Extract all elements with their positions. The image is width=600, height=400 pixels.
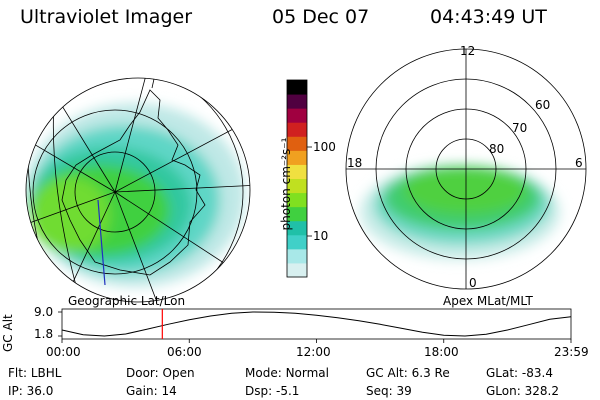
seq-label: Seq: (366, 384, 393, 398)
glat-label: GLat: (486, 366, 519, 380)
colorbar-unit-label: photon cm⁻²s⁻¹ (279, 137, 293, 231)
mode-label: Mode: (245, 366, 282, 380)
colorbar-segment (287, 150, 307, 165)
x-tick-label-0600: 06:00 (167, 345, 202, 359)
colorbar-segment (287, 220, 307, 236)
altitude-series-line (61, 311, 572, 337)
gain-label: Gain: (126, 384, 158, 398)
colorbar-gradient (287, 80, 307, 278)
colorbar-segment (287, 234, 307, 250)
colorbar-segment (287, 164, 307, 179)
y-tick-label-1-8: 1.8 (34, 327, 54, 341)
colorbar-segment (287, 108, 307, 123)
glon-value: 328.2 (524, 384, 559, 398)
info-ip: IP: 36.0 (8, 384, 53, 398)
info-glat: GLat: -83.4 (486, 366, 553, 380)
date-label: 05 Dec 07 (272, 6, 370, 28)
x-tick-label-0000: 00:00 (46, 345, 81, 359)
mlt-label-0: 0 (469, 276, 477, 290)
flt-value: LBHL (30, 366, 62, 380)
seq-value: 39 (396, 384, 412, 398)
info-flt: Flt: LBHL (8, 366, 61, 380)
instrument-title: Ultraviolet Imager (20, 6, 193, 28)
colorbar-segment (287, 94, 307, 109)
info-seq: Seq: 39 (366, 384, 412, 398)
info-mode: Mode: Normal (245, 366, 329, 380)
altitude-chart-frame (61, 308, 572, 340)
glat-value: -83.4 (521, 366, 553, 380)
colorbar-segment (287, 192, 307, 208)
x-tick-label-1800: 18:00 (424, 345, 459, 359)
info-glon: GLon: 328.2 (486, 384, 559, 398)
colorbar-segment (287, 178, 307, 194)
colorbar-tick-label-100: 100 (313, 140, 336, 154)
info-door: Door: Open (126, 366, 195, 380)
mlat-label-60: 60 (535, 98, 551, 112)
info-dsp: Dsp: -5.1 (245, 384, 299, 398)
ip-value: 36.0 (26, 384, 54, 398)
mode-value: Normal (285, 366, 329, 380)
altitude-chart (58, 308, 572, 343)
mlt-label-18: 18 (347, 156, 363, 170)
colorbar (286, 79, 312, 278)
mlat-label-80: 80 (489, 142, 505, 156)
ip-label: IP: (8, 384, 23, 398)
gcalt-label: GC Alt: (366, 366, 408, 380)
colorbar-segment (287, 262, 307, 278)
colorbar-segment (287, 80, 307, 95)
door-value: Open (162, 366, 195, 380)
dsp-label: Dsp: (245, 384, 273, 398)
colorbar-tick-label-10: 10 (313, 229, 329, 243)
geographic-panel-label: Geographic Lat/Lon (68, 294, 186, 308)
info-gain: Gain: 14 (126, 384, 177, 398)
mlat-label-70: 70 (512, 121, 528, 135)
info-gcalt: GC Alt: 6.3 Re (366, 366, 450, 380)
colorbar-segment (287, 248, 307, 264)
apex-panel-label: Apex MLat/MLT (443, 294, 533, 308)
y-tick-label-9: 9.0 (34, 305, 54, 319)
mlt-label-6: 6 (575, 156, 583, 170)
gain-value: 14 (161, 384, 177, 398)
colorbar-segment (287, 136, 307, 151)
mlt-label-12: 12 (460, 44, 476, 58)
dsp-value: -5.1 (275, 384, 300, 398)
time-label: 04:43:49 UT (430, 6, 547, 28)
door-label: Door: (126, 366, 159, 380)
flt-label: Flt: (8, 366, 27, 380)
polar-image (360, 164, 560, 260)
x-tick-label-1200: 12:00 (296, 345, 331, 359)
altitude-y-axis-label: GC Alt (1, 314, 15, 352)
glon-label: GLon: (486, 384, 521, 398)
gcalt-value: 6.3 Re (411, 366, 450, 380)
colorbar-segment (287, 122, 307, 137)
colorbar-segment (287, 206, 307, 222)
x-tick-label-2359: 23:59 (554, 345, 589, 359)
polar-grid (345, 48, 587, 290)
